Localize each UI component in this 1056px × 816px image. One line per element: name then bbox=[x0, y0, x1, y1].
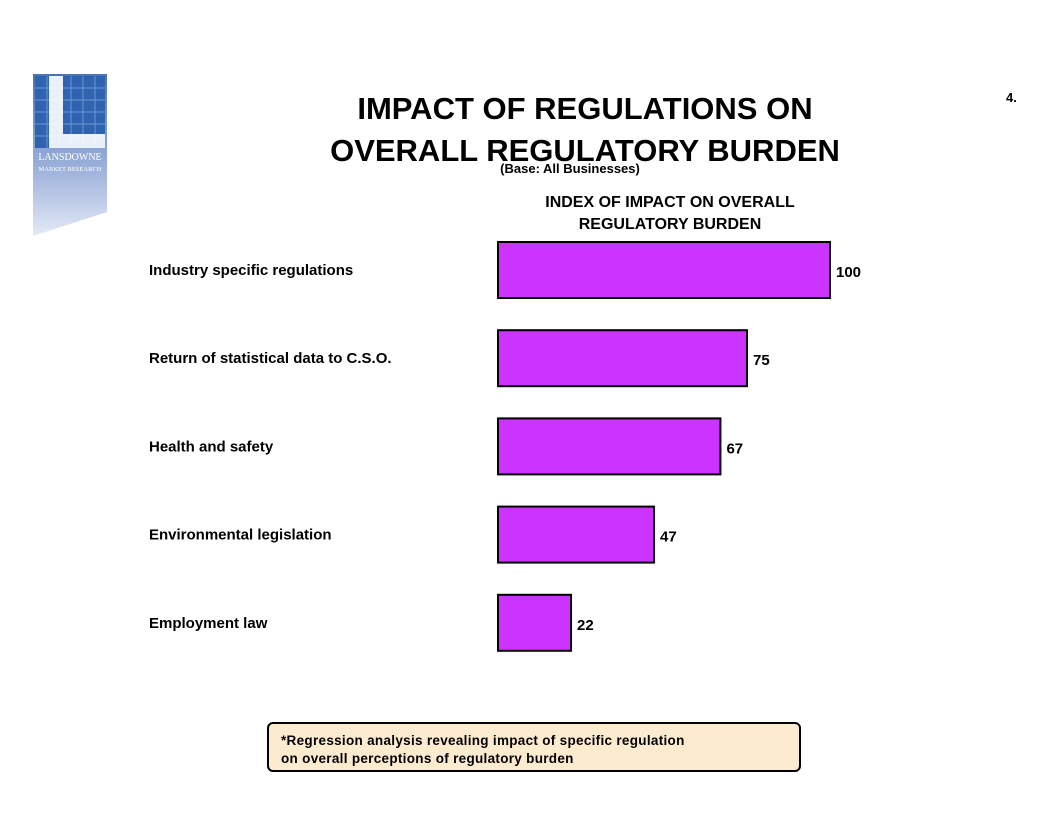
page-subtitle: (Base: All Businesses) bbox=[500, 161, 640, 176]
category-label: Health and safety bbox=[149, 438, 274, 455]
value-label: 75 bbox=[753, 352, 770, 369]
category-label: Environmental legislation bbox=[149, 527, 332, 544]
footnote-line1: *Regression analysis revealing impact of… bbox=[281, 733, 685, 748]
page-title: IMPACT OF REGULATIONS ON OVERALL REGULAT… bbox=[250, 88, 920, 172]
category-label: Industry specific regulations bbox=[149, 262, 353, 279]
value-label: 67 bbox=[726, 440, 743, 457]
chart-header: INDEX OF IMPACT ON OVERALL REGULATORY BU… bbox=[490, 192, 850, 236]
value-label: 22 bbox=[577, 617, 594, 634]
bar bbox=[497, 505, 656, 564]
page-title-line1: IMPACT OF REGULATIONS ON bbox=[357, 91, 813, 126]
chart-header-line2: REGULATORY BURDEN bbox=[578, 216, 762, 233]
value-label: 47 bbox=[660, 529, 677, 546]
logo-text-line1: LANSDOWNE bbox=[38, 152, 101, 163]
bar bbox=[497, 241, 831, 299]
bar bbox=[497, 329, 748, 388]
chart-header-line1: INDEX OF IMPACT ON OVERALL bbox=[545, 194, 795, 211]
category-label: Return of statistical data to C.S.O. bbox=[149, 350, 392, 367]
footnote-box: *Regression analysis revealing impact of… bbox=[267, 722, 801, 772]
lansdowne-logo: LANSDOWNE MARKET RESEARCH bbox=[33, 74, 107, 236]
category-label: Employment law bbox=[149, 615, 268, 632]
value-label: 100 bbox=[836, 264, 861, 281]
bar bbox=[497, 417, 722, 476]
bar bbox=[497, 593, 573, 652]
page-title-line2: OVERALL REGULATORY BURDEN bbox=[330, 133, 840, 168]
logo-text-line2: MARKET RESEARCH bbox=[39, 166, 102, 173]
page-number: 4. bbox=[1006, 90, 1017, 105]
footnote-line2: on overall perceptions of regulatory bur… bbox=[281, 751, 574, 766]
